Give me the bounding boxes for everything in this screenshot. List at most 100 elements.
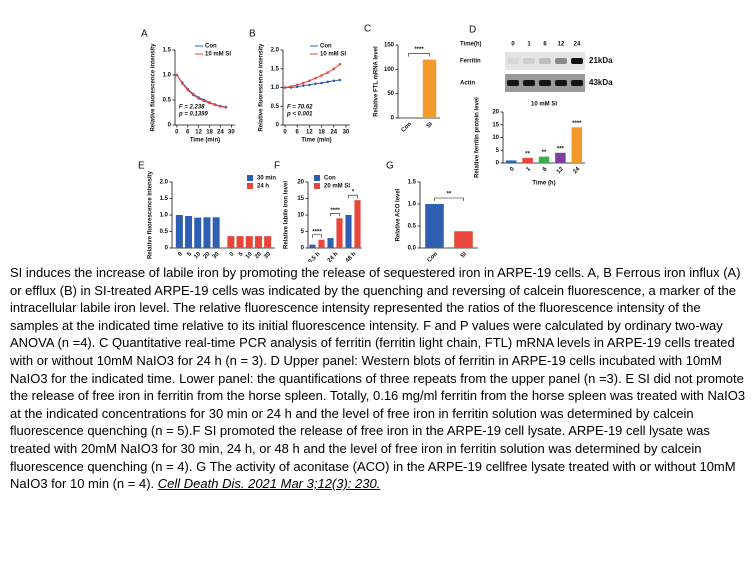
blot-row-label: Ferritin	[460, 59, 481, 65]
data-point	[219, 105, 222, 108]
legend-label: 10 mM SI	[205, 52, 231, 58]
bar	[236, 236, 244, 248]
data-point	[308, 79, 311, 83]
y-axis-label: Relative fluorescence intensity	[259, 43, 265, 132]
significance: ****	[572, 121, 582, 127]
panel-letter: A	[141, 29, 148, 40]
bar	[227, 236, 235, 248]
y-tick-label: 0	[168, 123, 172, 129]
x-tick-label: 0	[229, 251, 236, 258]
data-point	[314, 76, 317, 80]
legend-swatch	[247, 183, 253, 189]
blot-size-label: 43kDa	[589, 78, 613, 87]
data-point	[186, 88, 190, 92]
series-line	[285, 79, 340, 88]
x-tick-label: 30	[343, 130, 350, 136]
blot-band	[539, 80, 551, 86]
x-tick-label: 20	[203, 251, 212, 260]
bar	[318, 239, 325, 248]
y-tick-label: 1.5	[160, 196, 169, 202]
data-point	[326, 71, 329, 74]
x-tick-label: 6	[542, 166, 549, 173]
legend-label: Con	[320, 44, 332, 50]
blot-lane-label: 24	[574, 42, 581, 48]
y-tick-label: 2.0	[271, 48, 280, 54]
blot-row-label: Actin	[460, 81, 475, 87]
bar	[203, 217, 211, 248]
data-point	[338, 62, 342, 66]
significance-bracket	[408, 53, 430, 57]
y-tick-label: 1.0	[160, 213, 169, 219]
legend-label: Con	[324, 176, 336, 182]
x-tick-label: 0	[175, 130, 179, 136]
annotation: p = 0.1399	[178, 112, 209, 118]
y-tick-label: 0	[301, 246, 305, 252]
blot-band	[507, 58, 519, 64]
legend-label: 10 mM SI	[320, 52, 346, 58]
significance: **	[447, 192, 452, 198]
blot-band	[507, 80, 519, 86]
y-tick-label: 0.5	[408, 224, 417, 230]
significance: *	[352, 190, 355, 196]
data-point	[295, 85, 299, 89]
bar	[505, 160, 517, 163]
data-point	[213, 103, 217, 107]
legend-swatch	[314, 183, 320, 189]
bar	[185, 215, 193, 248]
y-tick-label: 10	[492, 135, 499, 141]
y-tick-label: 10	[297, 213, 304, 219]
x-tick-label: 18	[318, 130, 325, 136]
y-tick-label: 5	[301, 229, 305, 235]
y-axis-label: Relative ACO level	[396, 188, 402, 241]
caption: SI induces the increase of labile iron b…	[10, 264, 748, 493]
x-tick-label: 12	[556, 166, 565, 175]
x-tick-label: Con	[427, 251, 440, 262]
series-line	[176, 74, 226, 108]
bar	[245, 236, 253, 248]
x-tick-label: 6	[296, 130, 300, 136]
data-point	[320, 74, 323, 77]
panel-letter: F	[274, 161, 280, 172]
bar	[194, 217, 202, 248]
y-tick-label: 1.0	[163, 73, 172, 79]
data-point	[197, 97, 200, 100]
data-point	[180, 82, 184, 85]
blot-band	[539, 58, 551, 64]
legend-label: 24 h	[257, 184, 269, 190]
y-tick-label: 20	[492, 110, 499, 116]
series-line	[176, 74, 226, 108]
data-point	[332, 79, 336, 83]
data-point	[302, 84, 305, 87]
y-tick-label: 0.0	[408, 246, 417, 252]
data-point	[224, 106, 228, 109]
data-point	[175, 73, 179, 77]
annotation: F = 70.62	[287, 105, 313, 111]
x-tick-label: 10	[245, 251, 254, 260]
y-tick-label: 0.5	[160, 229, 169, 235]
caption-text: SI induces the increase of labile iron b…	[10, 265, 746, 492]
data-point	[295, 83, 299, 87]
blot-time-label: Time(h)	[460, 42, 482, 48]
blot-lane-label: 12	[558, 42, 565, 48]
blot-band	[571, 80, 583, 86]
x-tick-label: 24	[330, 130, 337, 136]
x-tick-label: SI	[426, 121, 434, 129]
panel-letter: E	[138, 161, 145, 172]
data-point	[308, 83, 311, 87]
data-point	[289, 85, 293, 88]
significance: **	[525, 151, 530, 157]
figure: A 0 0.5 1.0 1.5 Relative fluorescence intensi…	[138, 24, 613, 262]
bar	[212, 217, 220, 248]
x-tick-label: 6	[186, 130, 190, 136]
significance: **	[542, 150, 547, 156]
x-tick-label: 20	[254, 251, 263, 260]
y-tick-label: 5	[496, 148, 500, 154]
blot-band	[555, 58, 567, 64]
y-tick-label: 1.0	[408, 202, 417, 208]
bar	[175, 215, 183, 248]
legend-label: 20 mM SI	[324, 184, 350, 190]
citation[interactable]: Cell Death Dis. 2021 Mar 3;12(3): 230.	[157, 476, 381, 492]
x-tick-label: 48 h	[345, 251, 358, 262]
significance-bracket	[348, 194, 358, 199]
